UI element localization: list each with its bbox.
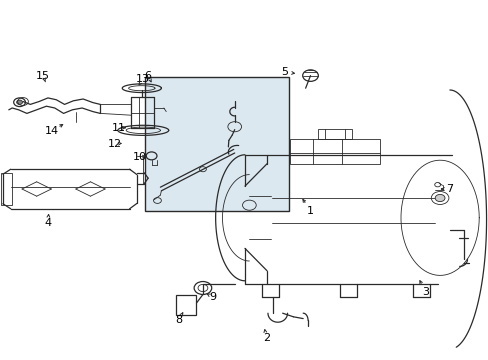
Circle shape	[434, 194, 444, 202]
Text: 4: 4	[44, 218, 51, 228]
Text: 6: 6	[144, 71, 151, 81]
Text: 9: 9	[209, 292, 216, 302]
Text: 10: 10	[132, 152, 146, 162]
Text: 15: 15	[36, 71, 50, 81]
Bar	[317, 129, 351, 139]
Circle shape	[17, 100, 22, 104]
Bar	[289, 139, 380, 164]
Text: 2: 2	[263, 333, 269, 343]
Text: 14: 14	[45, 126, 59, 136]
Bar	[1, 173, 12, 205]
Text: 7: 7	[446, 184, 452, 194]
Bar	[145, 77, 289, 211]
Text: 13: 13	[136, 74, 150, 84]
Text: 5: 5	[281, 67, 287, 77]
Text: 11: 11	[112, 123, 125, 133]
Text: 3: 3	[421, 287, 428, 297]
Bar	[176, 295, 195, 315]
Text: 8: 8	[175, 315, 182, 325]
Text: 12: 12	[108, 139, 122, 149]
Text: 1: 1	[306, 206, 313, 216]
